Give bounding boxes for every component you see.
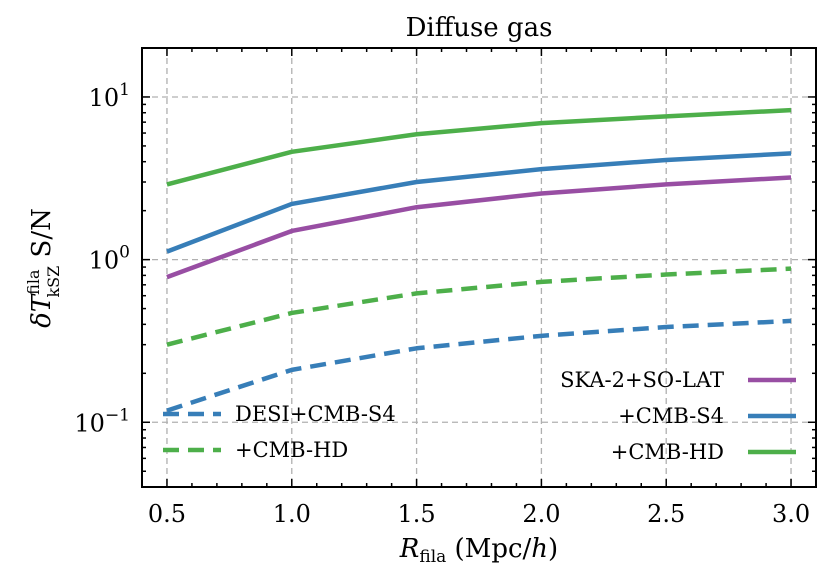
series-line-0: [166, 175, 792, 280]
x-tick-label: 1.5: [398, 500, 436, 528]
series-layer: [166, 107, 792, 413]
y-tick-label: 101: [89, 80, 130, 112]
legend-label: +CMB-HD: [235, 438, 348, 462]
x-tick-label: 0.5: [148, 500, 186, 528]
axis-ticks: 0.5 1.0 1.5 2.0 2.5 3.0 10−1 100 101: [74, 47, 817, 528]
x-tick-label: 2.5: [647, 500, 685, 528]
y-tick-label: 100: [89, 243, 130, 275]
x-tick-label: 2.0: [522, 500, 560, 528]
series-line-3: [166, 318, 792, 413]
series-line-1: [166, 151, 792, 254]
legend-label: SKA-2+SO-LAT: [560, 368, 724, 392]
x-tick-label: 3.0: [772, 500, 810, 528]
legend-label: DESI+CMB-S4: [235, 402, 396, 426]
x-tick-label: 1.0: [273, 500, 311, 528]
legend-label: +CMB-S4: [618, 404, 724, 428]
series-line-2: [166, 107, 792, 187]
y-axis-label: δTfilakSZ S/N: [24, 208, 63, 328]
legend-label: +CMB-HD: [611, 440, 724, 464]
x-axis-label: Rfila (Mpc/h): [399, 534, 558, 567]
series-line-4: [166, 266, 792, 347]
y-tick-label: 10−1: [74, 405, 130, 437]
legend: DESI+CMB-S4 +CMB-HD SKA-2+SO-LAT +CMB-S4 +CM…: [163, 368, 796, 464]
chart-title: Diffuse gas: [406, 13, 553, 43]
